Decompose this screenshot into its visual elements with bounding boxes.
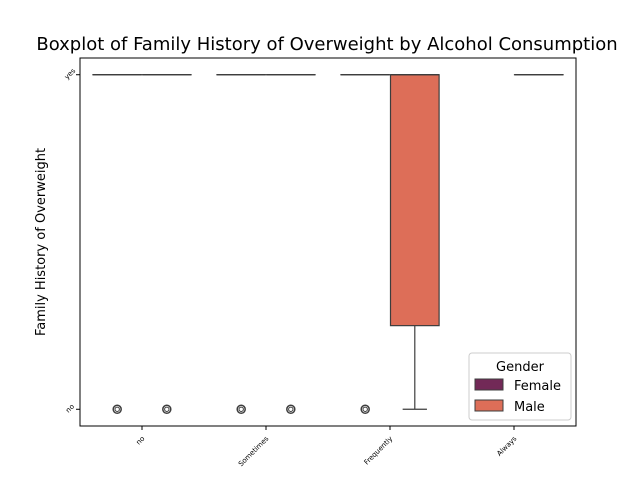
legend-label-female: Female: [514, 379, 561, 394]
y-axis-label: Family History of Overweight: [34, 148, 49, 336]
outlier-inner-female-sometimes: [238, 406, 244, 412]
y-tick-label-yes: yes: [63, 67, 77, 81]
legend-swatch-male: [474, 399, 504, 412]
y-tick-label-no: no: [64, 403, 76, 415]
legend-title: Gender: [496, 360, 545, 375]
box-male-frequently: [389, 74, 440, 327]
legend: Gender Female Male: [468, 352, 572, 421]
x-tick-label-always: Always: [495, 435, 518, 458]
x-tick-label-sometimes: Sometimes: [237, 435, 271, 469]
chart-title: Boxplot of Family History of Overweight …: [36, 34, 617, 55]
x-tick-label-no: no: [135, 435, 147, 447]
outlier-female-frequently: [360, 404, 370, 415]
x-tick-label-frequently: Frequently: [363, 435, 395, 467]
outlier-female-sometimes: [236, 404, 246, 415]
outlier-inner-male-sometimes: [288, 406, 294, 412]
legend-swatch-female: [474, 378, 504, 391]
outlier-male-no: [162, 404, 172, 415]
outlier-inner-female-no: [114, 406, 120, 412]
legend-label-male: Male: [514, 400, 545, 415]
outlier-male-sometimes: [286, 404, 296, 415]
outlier-inner-female-frequently: [362, 406, 368, 412]
axes-frame: [79, 57, 577, 427]
outlier-female-no: [112, 404, 122, 415]
outlier-inner-male-no: [164, 406, 170, 412]
